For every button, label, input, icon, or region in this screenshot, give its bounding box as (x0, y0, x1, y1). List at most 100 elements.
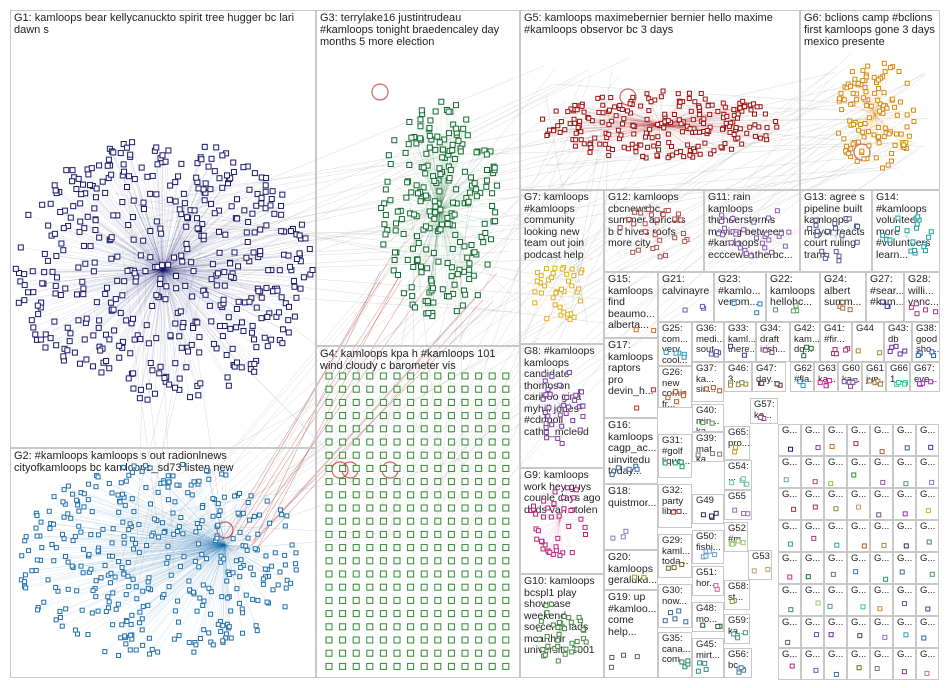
node[interactable] (447, 438, 455, 446)
node[interactable] (64, 324, 71, 331)
node[interactable] (453, 186, 460, 193)
node[interactable] (540, 514, 546, 520)
node[interactable] (763, 133, 769, 139)
node[interactable] (233, 558, 239, 564)
node[interactable] (740, 476, 746, 482)
node[interactable] (34, 533, 40, 539)
node[interactable] (165, 543, 171, 549)
node[interactable] (198, 156, 205, 163)
node[interactable] (194, 521, 200, 527)
node[interactable] (638, 210, 644, 216)
node[interactable] (51, 521, 57, 527)
node[interactable] (565, 404, 571, 410)
node[interactable] (238, 565, 244, 571)
node[interactable] (263, 553, 269, 559)
node[interactable] (393, 517, 401, 525)
node[interactable] (533, 511, 539, 517)
node[interactable] (855, 348, 861, 354)
node[interactable] (608, 95, 614, 101)
node[interactable] (157, 281, 164, 288)
node[interactable] (475, 412, 483, 420)
node[interactable] (245, 499, 251, 505)
node[interactable] (339, 412, 347, 420)
node[interactable] (756, 124, 762, 130)
node[interactable] (393, 220, 400, 227)
node[interactable] (447, 412, 455, 420)
node[interactable] (552, 489, 558, 495)
node[interactable] (502, 610, 510, 618)
node[interactable] (871, 132, 877, 138)
node[interactable] (174, 482, 180, 488)
node[interactable] (422, 192, 429, 199)
node[interactable] (325, 451, 333, 459)
node[interactable] (193, 174, 200, 181)
node[interactable] (76, 360, 83, 367)
node[interactable] (42, 331, 49, 338)
node[interactable] (552, 265, 558, 271)
node[interactable] (57, 608, 63, 614)
node[interactable] (621, 144, 627, 150)
node[interactable] (420, 491, 428, 499)
node[interactable] (735, 635, 741, 641)
node[interactable] (158, 230, 165, 237)
node[interactable] (502, 623, 510, 631)
node[interactable] (403, 194, 410, 201)
node[interactable] (577, 118, 583, 124)
node[interactable] (168, 572, 174, 578)
node[interactable] (606, 131, 612, 137)
node[interactable] (25, 211, 32, 218)
node[interactable] (896, 68, 902, 74)
node[interactable] (293, 255, 300, 262)
node[interactable] (352, 398, 360, 406)
node[interactable] (221, 556, 227, 562)
node[interactable] (122, 502, 128, 508)
node[interactable] (719, 218, 725, 224)
node[interactable] (153, 335, 160, 342)
node[interactable] (904, 80, 910, 86)
node[interactable] (502, 464, 510, 472)
node[interactable] (224, 578, 230, 584)
node[interactable] (413, 233, 420, 240)
node[interactable] (325, 623, 333, 631)
node[interactable] (175, 619, 181, 625)
node[interactable] (352, 636, 360, 644)
node[interactable] (379, 557, 387, 565)
node[interactable] (287, 263, 294, 270)
node[interactable] (644, 144, 650, 150)
node[interactable] (234, 359, 241, 366)
node[interactable] (850, 121, 856, 127)
node[interactable] (325, 491, 333, 499)
node[interactable] (78, 191, 85, 198)
node[interactable] (556, 631, 562, 637)
node[interactable] (53, 274, 60, 281)
node[interactable] (121, 278, 128, 285)
node[interactable] (102, 290, 109, 297)
node[interactable] (121, 533, 127, 539)
node[interactable] (407, 504, 415, 512)
node[interactable] (434, 504, 442, 512)
node[interactable] (451, 156, 458, 163)
node[interactable] (134, 596, 140, 602)
node[interactable] (417, 123, 424, 130)
node[interactable] (655, 122, 661, 128)
node[interactable] (420, 504, 428, 512)
node[interactable] (191, 479, 197, 485)
node[interactable] (676, 117, 682, 123)
node[interactable] (434, 583, 442, 591)
node[interactable] (444, 260, 451, 267)
node[interactable] (255, 597, 261, 603)
node[interactable] (502, 438, 510, 446)
node[interactable] (665, 118, 671, 124)
node[interactable] (545, 387, 551, 393)
node[interactable] (457, 239, 464, 246)
node[interactable] (426, 208, 433, 215)
node[interactable] (196, 564, 202, 570)
node[interactable] (33, 567, 39, 573)
node[interactable] (715, 108, 721, 114)
node[interactable] (250, 572, 256, 578)
node[interactable] (536, 626, 542, 632)
node[interactable] (561, 402, 567, 408)
node[interactable] (255, 288, 262, 295)
node[interactable] (876, 134, 882, 140)
node[interactable] (162, 296, 169, 303)
